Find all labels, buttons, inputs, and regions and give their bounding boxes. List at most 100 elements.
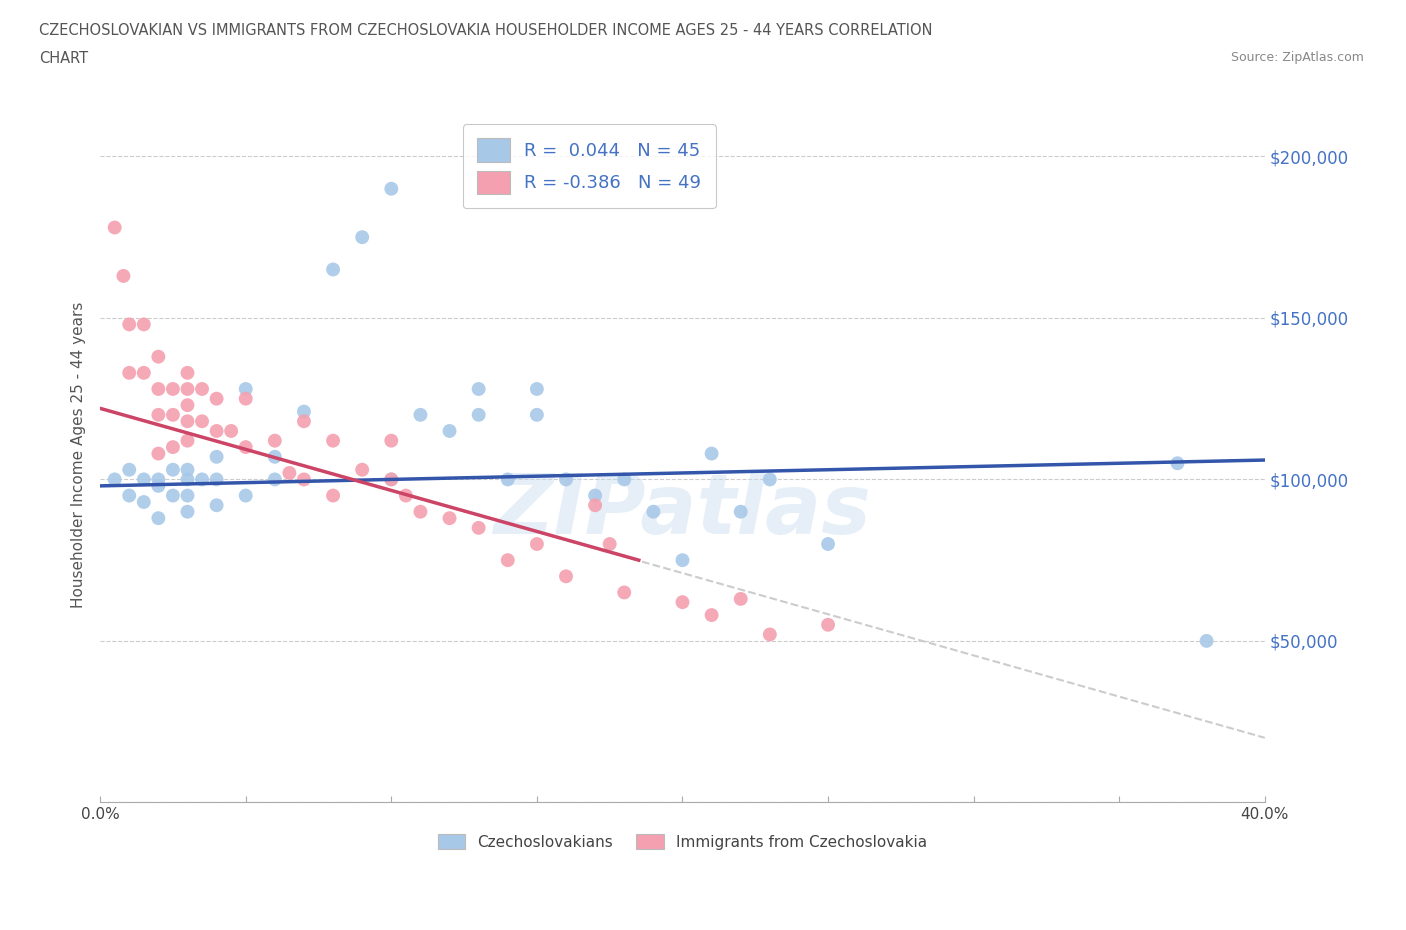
Point	[176, 414, 198, 429]
Point	[730, 504, 752, 519]
Point	[148, 446, 170, 461]
Point	[191, 472, 214, 487]
Point	[322, 488, 344, 503]
Point	[205, 449, 228, 464]
Point	[162, 407, 184, 422]
Point	[730, 591, 752, 606]
Point	[176, 381, 198, 396]
Point	[176, 504, 198, 519]
Point	[148, 472, 170, 487]
Point	[205, 423, 228, 438]
Point	[148, 511, 170, 525]
Point	[162, 381, 184, 396]
Point	[409, 504, 432, 519]
Point	[526, 381, 548, 396]
Point	[176, 472, 198, 487]
Point	[380, 472, 402, 487]
Point	[496, 472, 519, 487]
Point	[380, 181, 402, 196]
Y-axis label: Householder Income Ages 25 - 44 years: Householder Income Ages 25 - 44 years	[72, 302, 86, 608]
Point	[118, 488, 141, 503]
Point	[235, 392, 257, 406]
Point	[148, 407, 170, 422]
Point	[1166, 456, 1188, 471]
Point	[643, 504, 665, 519]
Point	[700, 607, 723, 622]
Text: CZECHOSLOVAKIAN VS IMMIGRANTS FROM CZECHOSLOVAKIA HOUSEHOLDER INCOME AGES 25 - 4: CZECHOSLOVAKIAN VS IMMIGRANTS FROM CZECH…	[39, 23, 932, 38]
Point	[235, 488, 257, 503]
Point	[176, 433, 198, 448]
Point	[148, 381, 170, 396]
Point	[352, 462, 374, 477]
Point	[599, 537, 621, 551]
Point	[104, 220, 127, 235]
Point	[118, 462, 141, 477]
Point	[439, 423, 461, 438]
Point	[322, 262, 344, 277]
Point	[191, 414, 214, 429]
Text: ZIPatlas: ZIPatlas	[494, 471, 872, 551]
Point	[176, 398, 198, 413]
Point	[191, 381, 214, 396]
Point	[235, 440, 257, 455]
Text: Source: ZipAtlas.com: Source: ZipAtlas.com	[1230, 51, 1364, 64]
Point	[409, 407, 432, 422]
Point	[162, 440, 184, 455]
Point	[104, 472, 127, 487]
Point	[118, 317, 141, 332]
Point	[263, 449, 285, 464]
Point	[322, 433, 344, 448]
Point	[292, 405, 315, 419]
Point	[467, 381, 489, 396]
Point	[132, 472, 155, 487]
Point	[263, 472, 285, 487]
Point	[671, 594, 693, 609]
Point	[395, 488, 418, 503]
Point	[526, 537, 548, 551]
Point	[759, 472, 782, 487]
Legend: Czechoslovakians, Immigrants from Czechoslovakia: Czechoslovakians, Immigrants from Czecho…	[430, 826, 935, 857]
Point	[526, 407, 548, 422]
Text: CHART: CHART	[39, 51, 89, 66]
Point	[132, 365, 155, 380]
Point	[817, 618, 839, 632]
Point	[205, 472, 228, 487]
Point	[118, 365, 141, 380]
Point	[671, 552, 693, 567]
Point	[132, 495, 155, 510]
Point	[292, 414, 315, 429]
Point	[162, 488, 184, 503]
Point	[496, 552, 519, 567]
Point	[263, 433, 285, 448]
Point	[112, 269, 135, 284]
Point	[176, 488, 198, 503]
Point	[759, 627, 782, 642]
Point	[467, 407, 489, 422]
Point	[176, 365, 198, 380]
Point	[148, 350, 170, 365]
Point	[205, 498, 228, 512]
Point	[176, 462, 198, 477]
Point	[583, 488, 606, 503]
Point	[148, 478, 170, 493]
Point	[292, 472, 315, 487]
Point	[583, 498, 606, 512]
Point	[352, 230, 374, 245]
Point	[439, 511, 461, 525]
Point	[700, 446, 723, 461]
Point	[555, 569, 578, 584]
Point	[162, 462, 184, 477]
Point	[380, 472, 402, 487]
Point	[467, 521, 489, 536]
Point	[613, 585, 636, 600]
Point	[219, 423, 242, 438]
Point	[278, 466, 301, 481]
Point	[1195, 633, 1218, 648]
Point	[613, 472, 636, 487]
Point	[132, 317, 155, 332]
Point	[380, 433, 402, 448]
Point	[555, 472, 578, 487]
Point	[205, 392, 228, 406]
Point	[817, 537, 839, 551]
Point	[235, 381, 257, 396]
